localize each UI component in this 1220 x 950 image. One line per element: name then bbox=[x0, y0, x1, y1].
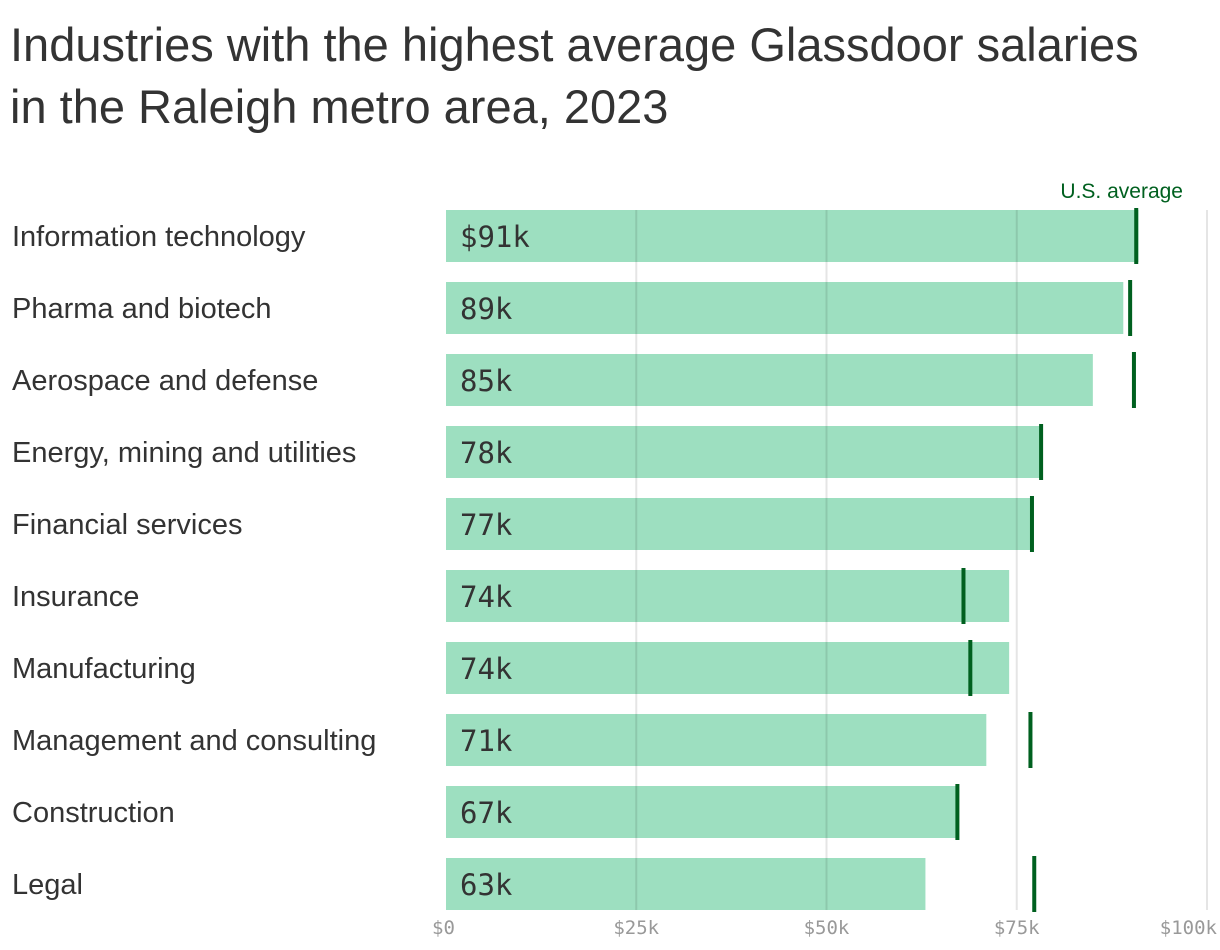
bar bbox=[446, 714, 987, 766]
bar bbox=[446, 642, 1010, 694]
us-average-marker bbox=[1028, 712, 1033, 768]
data-label: $91k bbox=[460, 220, 530, 254]
x-tick-label: $25k bbox=[613, 917, 659, 939]
category-label: Energy, mining and utilities bbox=[12, 437, 356, 469]
data-label: 77k bbox=[460, 508, 513, 542]
us-average-marker bbox=[1032, 856, 1037, 912]
us-average-marker bbox=[961, 568, 966, 624]
data-label: 89k bbox=[460, 292, 513, 326]
category-label: Insurance bbox=[12, 581, 139, 613]
data-label: 71k bbox=[460, 724, 513, 758]
us-average-annotation: U.S. average bbox=[1060, 180, 1183, 203]
bar bbox=[446, 426, 1040, 478]
data-label: 74k bbox=[460, 652, 513, 686]
x-tick-label: $75k bbox=[994, 917, 1040, 939]
data-label: 78k bbox=[460, 436, 513, 470]
data-label: 67k bbox=[460, 796, 513, 830]
data-label: 85k bbox=[460, 364, 513, 398]
data-label: 63k bbox=[460, 868, 513, 902]
us-average-marker bbox=[968, 640, 973, 696]
category-label: Aerospace and defense bbox=[12, 365, 318, 397]
category-label: Legal bbox=[12, 869, 83, 901]
us-average-marker bbox=[955, 784, 960, 840]
bar bbox=[446, 354, 1093, 406]
bar bbox=[446, 786, 956, 838]
bar bbox=[446, 858, 926, 910]
x-tick-label: $0 bbox=[432, 917, 455, 939]
bar bbox=[446, 282, 1124, 334]
chart-title: Industries with the highest average Glas… bbox=[10, 18, 1139, 133]
us-average-marker bbox=[1131, 352, 1136, 408]
x-tick-label: $100k bbox=[1160, 917, 1218, 939]
category-label: Management and consulting bbox=[12, 725, 376, 757]
x-tick-label: $50k bbox=[804, 917, 850, 939]
us-average-marker bbox=[1128, 280, 1133, 336]
category-label: Information technology bbox=[12, 221, 306, 253]
us-average-marker bbox=[1134, 208, 1139, 264]
data-label: 74k bbox=[460, 580, 513, 614]
category-label: Financial services bbox=[12, 509, 242, 541]
category-label: Pharma and biotech bbox=[12, 293, 272, 325]
bar bbox=[446, 570, 1010, 622]
us-average-marker bbox=[1029, 496, 1034, 552]
us-average-marker bbox=[1039, 424, 1044, 480]
bar bbox=[446, 210, 1139, 262]
bar bbox=[446, 498, 1032, 550]
category-label: Manufacturing bbox=[12, 653, 196, 685]
category-label: Construction bbox=[12, 797, 175, 829]
